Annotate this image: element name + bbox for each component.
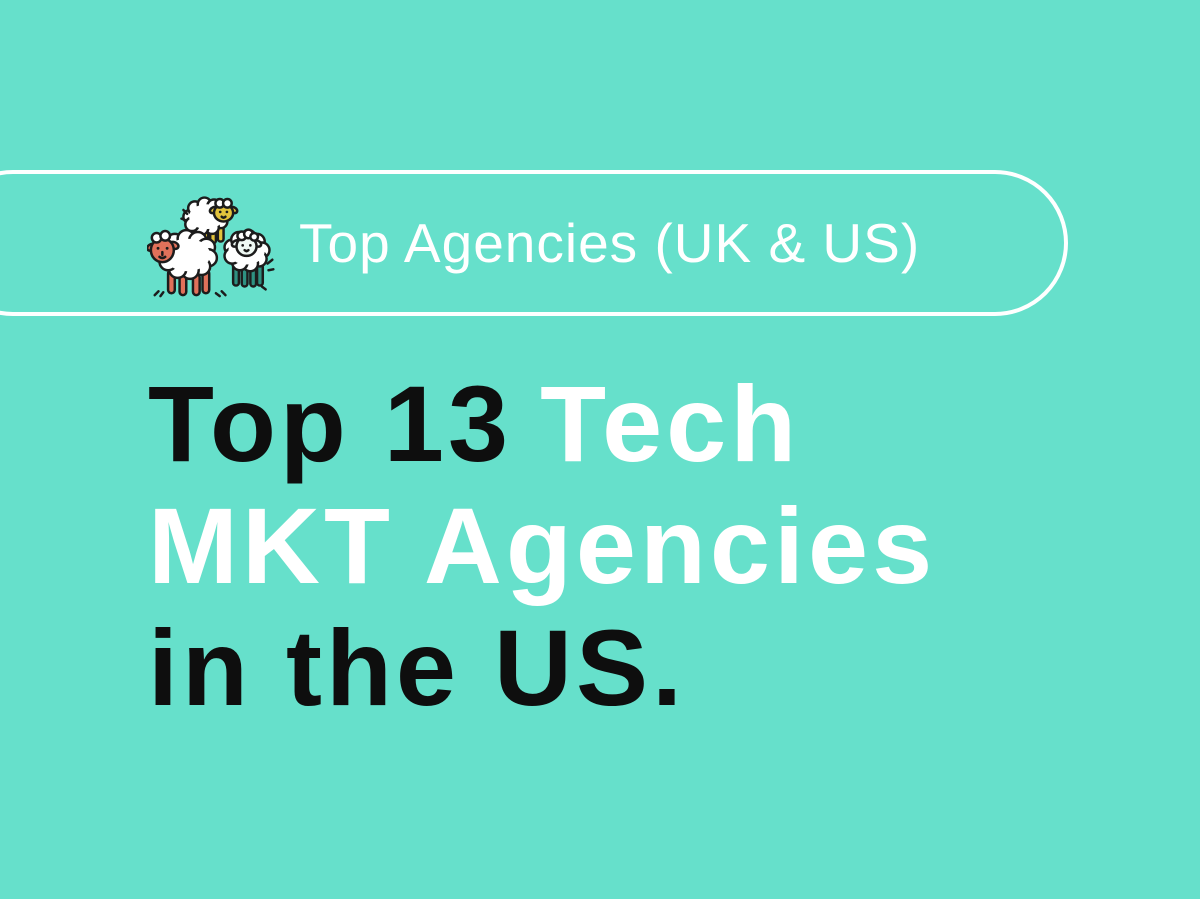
title-line-1: Top 13 Tech (148, 363, 936, 485)
page-title: Top 13 Tech MKT Agencies in the US. (148, 363, 936, 729)
title-line-3: in the US. (148, 607, 687, 728)
title-line1-black: Top 13 (148, 363, 513, 484)
sheep-flock-icon (147, 196, 275, 298)
motion-dash-icon (180, 208, 275, 272)
title-line1-white: Tech (540, 363, 801, 484)
category-badge: Top Agencies (UK & US) (0, 170, 1068, 316)
teal-sheep-icon (223, 228, 271, 288)
badge-label: Top Agencies (UK & US) (299, 212, 921, 274)
grass-tuft-icon (153, 285, 267, 298)
title-line-2: MKT Agencies (148, 485, 937, 606)
coral-sheep-icon (147, 228, 219, 297)
